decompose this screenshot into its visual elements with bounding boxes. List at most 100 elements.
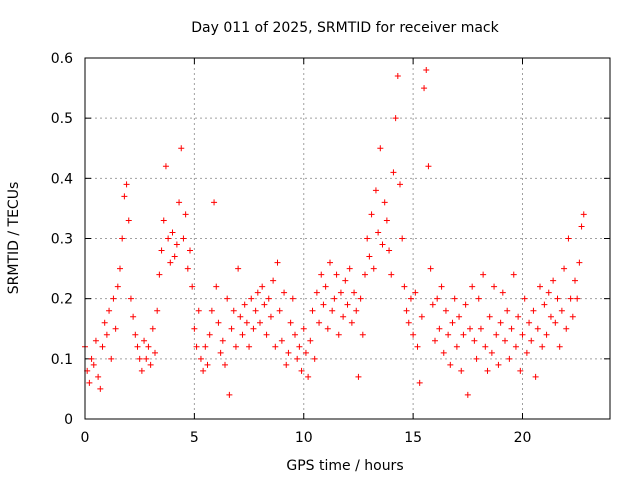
data-point (206, 331, 213, 338)
data-point (215, 319, 222, 326)
y-tick-label: 0.5 (51, 111, 73, 127)
data-point (480, 271, 487, 278)
data-point (440, 349, 447, 356)
data-point (108, 355, 115, 362)
data-point (300, 325, 307, 332)
data-point (458, 367, 465, 374)
data-point (320, 301, 327, 308)
data-point (561, 265, 568, 272)
data-point (390, 169, 397, 176)
data-point (259, 283, 266, 290)
data-point (340, 313, 347, 320)
data-point (574, 295, 581, 302)
data-point (572, 277, 578, 284)
data-point (127, 295, 134, 302)
data-point (432, 337, 438, 344)
data-point (125, 217, 132, 224)
data-point (418, 313, 425, 320)
data-point (134, 343, 141, 350)
data-point (436, 325, 443, 332)
data-point (576, 259, 583, 266)
data-point (243, 319, 250, 326)
data-point (158, 247, 165, 254)
data-point (307, 337, 314, 344)
data-point (254, 289, 261, 296)
data-point (497, 319, 504, 326)
data-point (510, 271, 517, 278)
data-point (200, 367, 207, 374)
data-point (364, 235, 371, 242)
data-point (460, 331, 467, 338)
data-point (451, 295, 458, 302)
x-tick-label: 5 (190, 430, 199, 446)
data-point (167, 259, 174, 266)
data-point (296, 343, 303, 350)
data-point (447, 361, 454, 368)
data-point (379, 241, 386, 248)
data-point (331, 295, 338, 302)
data-point (403, 307, 410, 314)
data-point (246, 343, 253, 350)
data-point (556, 343, 563, 350)
data-point (482, 343, 489, 350)
data-point (335, 331, 342, 338)
data-point (184, 265, 191, 272)
data-point (329, 307, 336, 314)
data-point (473, 355, 480, 362)
data-points (82, 67, 587, 398)
data-point (543, 331, 550, 338)
data-point (309, 307, 316, 314)
data-point (512, 343, 519, 350)
data-point (318, 271, 325, 278)
data-point (283, 361, 290, 368)
data-point (423, 67, 430, 74)
data-point (278, 337, 285, 344)
data-point (252, 307, 259, 314)
data-point (504, 307, 511, 314)
data-point (552, 319, 559, 326)
data-point (193, 343, 200, 350)
data-point (541, 301, 548, 308)
data-point (313, 289, 320, 296)
data-point (508, 325, 515, 332)
data-point (416, 379, 423, 386)
data-point (388, 271, 395, 278)
data-point (123, 181, 130, 188)
data-point (241, 301, 248, 308)
data-point (92, 337, 99, 344)
data-point (261, 301, 268, 308)
data-point (449, 319, 456, 326)
data-point (357, 295, 364, 302)
data-point (274, 259, 281, 266)
data-point (523, 349, 530, 356)
data-point (141, 337, 148, 344)
data-point (110, 295, 117, 302)
data-point (519, 331, 526, 338)
data-point (237, 313, 244, 320)
data-point (169, 229, 176, 236)
data-point (149, 325, 156, 332)
data-point (176, 199, 183, 206)
data-point (353, 307, 360, 314)
data-point (197, 355, 204, 362)
data-point (272, 343, 279, 350)
data-point (90, 361, 97, 368)
data-point (493, 331, 500, 338)
data-point (410, 331, 417, 338)
x-tick-label: 0 (81, 430, 90, 446)
data-point (401, 283, 408, 290)
data-point (119, 235, 126, 242)
data-point (333, 271, 340, 278)
data-point (397, 181, 403, 188)
data-point (414, 343, 421, 350)
data-point (528, 337, 535, 344)
data-point (182, 211, 189, 218)
data-point (467, 325, 473, 332)
data-point (462, 301, 469, 308)
data-point (327, 259, 333, 266)
data-point (580, 211, 587, 218)
data-point (421, 85, 428, 92)
data-point (224, 295, 231, 302)
data-point (103, 331, 110, 338)
